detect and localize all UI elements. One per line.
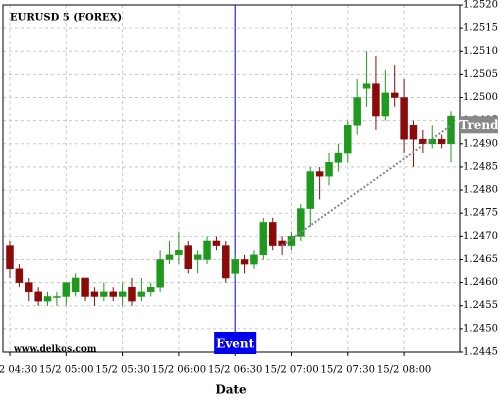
- candle-body: [222, 245, 230, 279]
- y-tick-label: 1.2510: [463, 46, 498, 57]
- x-tick-label: 15/2 07:00: [264, 365, 318, 376]
- candle-body: [193, 254, 202, 260]
- candle-body: [381, 92, 390, 117]
- candle-body: [334, 152, 343, 163]
- watermark: www.delkos.com: [13, 345, 97, 355]
- candle-body: [390, 92, 399, 98]
- y-tick-label: 1.2520: [463, 0, 498, 11]
- candle-body: [137, 291, 146, 297]
- y-tick-label: 1.2500: [463, 92, 498, 103]
- candle-body: [315, 171, 324, 177]
- candle-body: [240, 259, 249, 265]
- candle-body: [128, 286, 136, 302]
- candle-body: [34, 291, 42, 302]
- candle-body: [100, 291, 108, 297]
- x-tick-label: 15/2 06:30: [208, 365, 262, 376]
- y-tick-label: 1.2480: [463, 185, 498, 196]
- candle-body: [437, 138, 446, 145]
- candle-body: [156, 259, 164, 288]
- x-tick-label: 15/2 07:30: [321, 365, 375, 376]
- candle-body: [53, 296, 61, 298]
- y-tick-label: 1.2485: [463, 161, 498, 172]
- candle-body: [118, 291, 127, 297]
- y-tick-label: 1.2470: [463, 231, 498, 242]
- candle-body: [372, 83, 380, 117]
- event-label-box: [214, 332, 257, 354]
- candle-body: [362, 83, 371, 89]
- y-tick-label: 1.2475: [463, 208, 498, 219]
- candle-body: [25, 282, 33, 293]
- x-tick-label: 15/2 05:30: [95, 365, 149, 376]
- candle-body: [259, 222, 268, 256]
- candle-body: [409, 125, 418, 140]
- candle-body: [231, 259, 239, 274]
- y-tick-label: 1.2465: [463, 254, 498, 265]
- candle-body: [43, 296, 52, 302]
- trend-label: Trend: [459, 118, 499, 132]
- candle-body: [297, 208, 305, 237]
- candle-body: [203, 240, 211, 260]
- candle-body: [353, 97, 361, 126]
- candle-body: [109, 291, 117, 297]
- x-tick-label: 15/2 05:00: [39, 365, 93, 376]
- y-tick-label: 1.2445: [463, 347, 498, 358]
- candle-body: [175, 249, 183, 256]
- trend-label-box: [460, 116, 498, 134]
- x-tick-label: 15/2 06:00: [152, 365, 206, 376]
- candle-body: [81, 277, 89, 297]
- x-axis-label: Date: [215, 383, 247, 397]
- candle-body: [306, 171, 315, 209]
- y-tick-label: 1.2505: [463, 69, 498, 80]
- candle-body: [15, 268, 24, 283]
- candle-body: [165, 254, 174, 260]
- plot-frame: [2, 4, 461, 353]
- candle-body: [62, 282, 71, 297]
- candle-body: [287, 236, 296, 246]
- x-tick-label: 15/2 04:30: [0, 365, 37, 376]
- candle-body: [146, 286, 155, 293]
- candle-body: [6, 245, 14, 269]
- trend-line: [281, 124, 452, 247]
- candle-body: [400, 97, 408, 140]
- candle-body: [344, 125, 352, 154]
- event-label: Event: [216, 337, 254, 351]
- candle-body: [184, 245, 193, 269]
- y-tick-label: 1.2490: [463, 138, 498, 149]
- candle-body: [250, 254, 258, 265]
- y-tick-label: 1.2515: [463, 23, 498, 34]
- y-tick-label: 1.2455: [463, 300, 498, 311]
- candle-body: [212, 240, 221, 246]
- candle-body: [71, 277, 80, 293]
- y-tick-label: 1.2460: [463, 277, 498, 288]
- candle-body: [325, 162, 333, 177]
- candle-body: [90, 291, 99, 297]
- candle-body: [447, 115, 455, 145]
- x-tick-label: 15/2 08:00: [377, 365, 431, 376]
- candle-body: [268, 222, 277, 246]
- candle-body: [419, 138, 427, 145]
- y-tick-label: 1.2450: [463, 323, 498, 334]
